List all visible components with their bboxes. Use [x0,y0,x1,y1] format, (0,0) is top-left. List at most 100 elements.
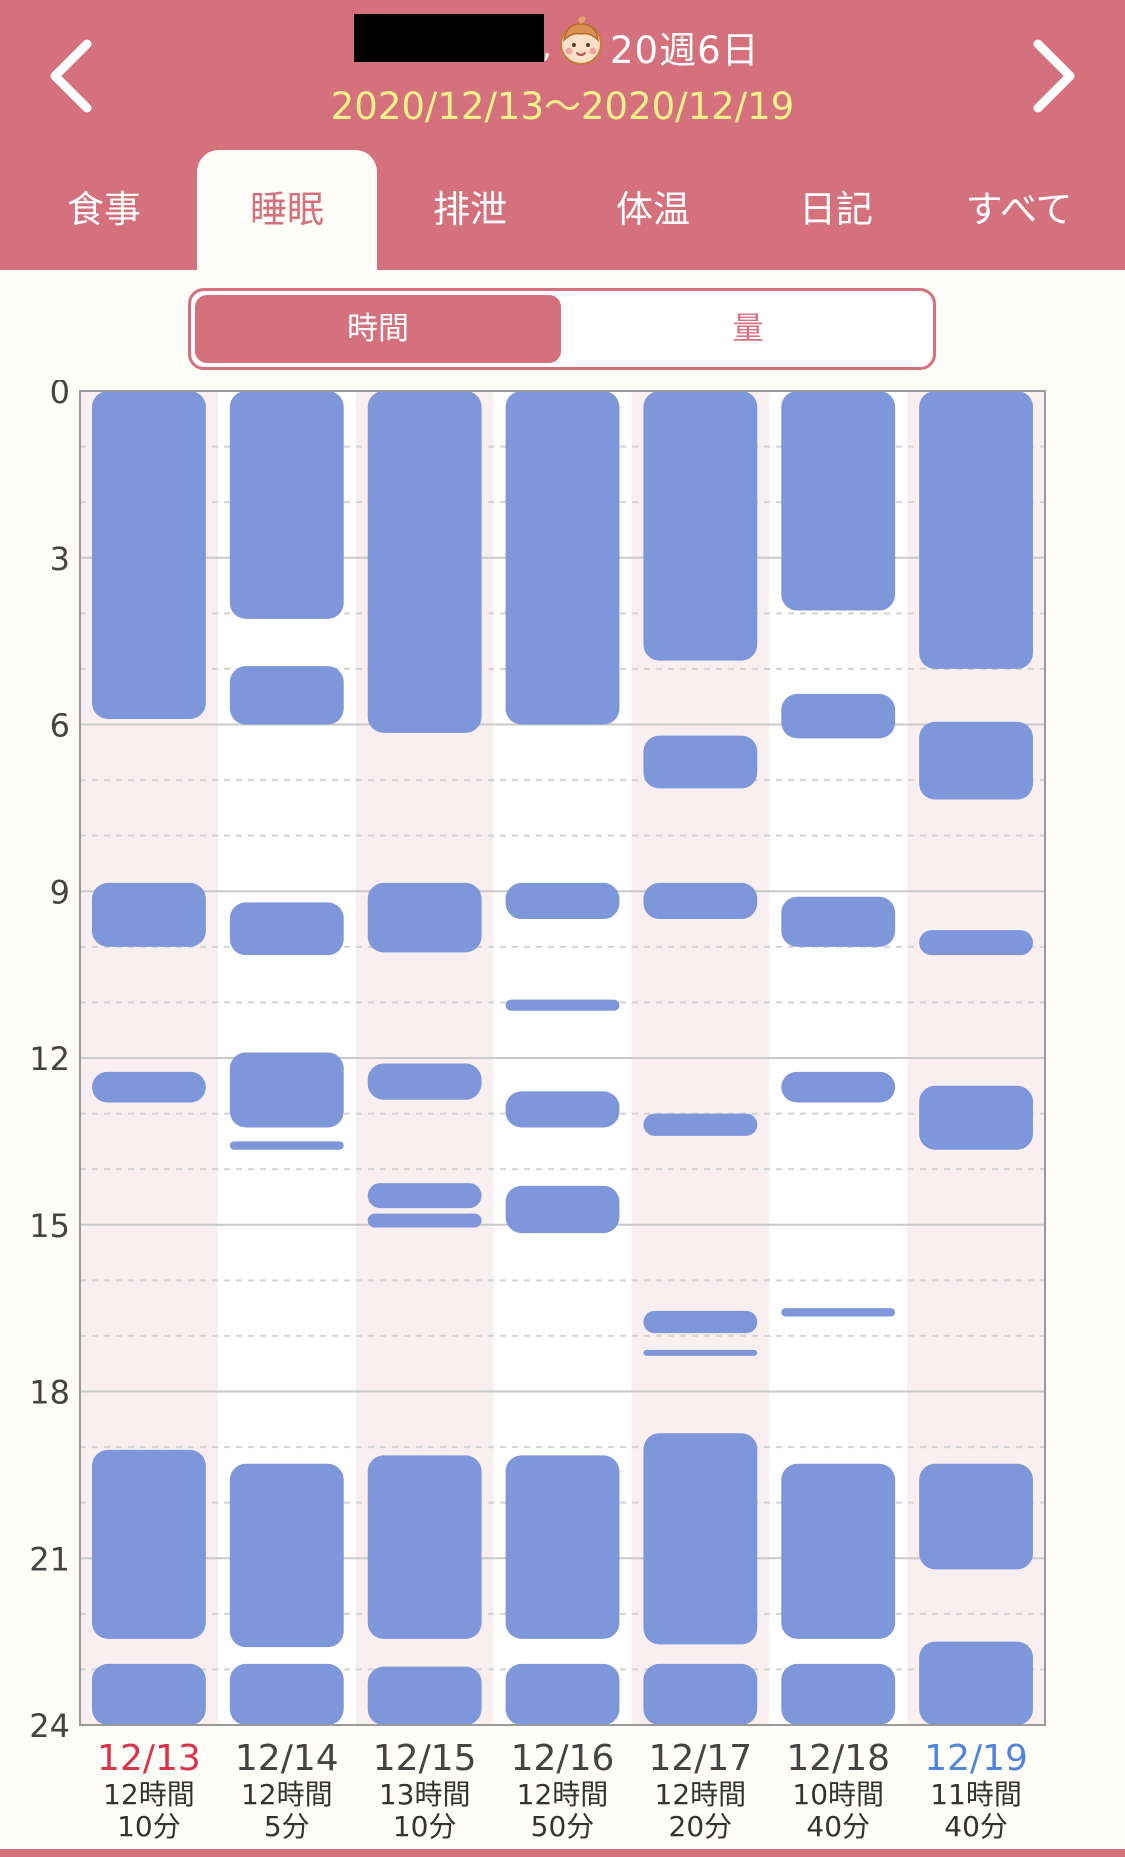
date-range: 2020/12/13〜2020/12/19 [330,85,795,128]
sleep-block [781,1663,896,1725]
redacted-name [354,14,544,62]
sleep-block [92,1449,206,1639]
y-tick-label: 21 [29,1540,70,1578]
day-total-minutes: 10分 [117,1810,181,1843]
sleep-block [229,666,344,725]
sleep-block [505,391,620,725]
tab-all[interactable]: すべて [965,188,1073,231]
sleep-block [367,1455,482,1639]
day-label: 12/15 [373,1738,477,1779]
sleep-block [643,1663,758,1725]
day-total-hours: 12時間 [103,1778,195,1811]
y-tick-label: 12 [29,1040,70,1078]
sleep-block [919,930,1033,956]
sleep-block [643,391,758,661]
day-total-hours: 11時間 [930,1778,1022,1811]
sleep-block [643,882,758,920]
day-label: 12/19 [924,1738,1028,1779]
y-tick-label: 18 [29,1374,70,1412]
toggle-amount-button[interactable]: 量 [732,311,764,347]
chevron-left-icon [50,39,92,113]
tab-excretion[interactable]: 排泄 [433,188,507,231]
tab-sleep[interactable]: 睡眠 [197,150,377,270]
sleep-block [92,882,206,947]
view-toggle: 時間 量 [188,288,936,370]
header: , 20週6日 2020/12/13〜2020/12/19 食事 睡眠 排泄 体… [0,0,1125,270]
sleep-block [367,1213,482,1228]
day-total-hours: 12時間 [655,1778,747,1811]
day-label: 12/13 [97,1738,201,1779]
sleep-block [643,1310,758,1334]
title-comma: , [542,30,552,65]
sleep-block [919,721,1033,800]
sleep-block [781,896,896,947]
sleep-block [919,1641,1033,1725]
sleep-block [643,1433,758,1645]
plot-border [79,390,1046,1726]
tab-temperature[interactable]: 体温 [616,188,690,231]
baby-age: 20週6日 [610,29,760,72]
day-label: 12/14 [235,1738,339,1779]
sleep-block [643,735,758,789]
chevron-right-icon [1033,39,1075,113]
sleep-block [229,1052,344,1128]
sleep-block [505,882,620,920]
day-total-hours: 10時間 [792,1778,884,1811]
bottom-bar [0,1849,1125,1857]
tab-meal[interactable]: 食事 [67,188,141,231]
y-tick-label: 0 [50,380,70,411]
title-row: , 20週6日 [0,14,1125,74]
sleep-block [643,1113,758,1136]
sleep-block [919,1085,1033,1150]
y-tick-label: 24 [29,1707,70,1745]
sleep-block [92,1663,206,1725]
day-total-minutes: 40分 [806,1810,870,1843]
sleep-block [229,391,344,619]
sleep-block [505,1455,620,1639]
sleep-block [781,391,896,611]
sleep-block [919,391,1033,669]
day-total-minutes: 10分 [393,1810,457,1843]
sleep-block [229,1663,344,1725]
sleep-block [367,1063,482,1100]
sleep-block [367,391,482,733]
sleep-block [505,1185,620,1234]
y-tick-label: 3 [50,540,70,578]
baby-face-icon [560,16,602,65]
sleep-block [367,882,482,953]
next-week-button[interactable] [1010,36,1090,116]
day-label: 12/17 [648,1738,752,1779]
y-tick-label: 15 [29,1207,70,1245]
sleep-block [367,1666,482,1725]
day-total-minutes: 50分 [531,1810,595,1843]
sleep-block [505,1663,620,1725]
day-total-minutes: 20分 [669,1810,733,1843]
sleep-block [229,902,344,956]
day-label: 12/16 [511,1738,615,1779]
sleep-block [505,1091,620,1128]
tab-diary[interactable]: 日記 [799,188,873,231]
sleep-block [919,1463,1033,1570]
day-total-hours: 13時間 [379,1778,471,1811]
prev-week-button[interactable] [35,36,115,116]
sleep-block [781,1308,896,1317]
sleep-block [367,1183,482,1209]
sleep-block [92,391,206,719]
sleep-block [229,1463,344,1648]
day-label: 12/18 [786,1738,890,1779]
day-total-hours: 12時間 [517,1778,609,1811]
day-total-minutes: 5分 [264,1810,310,1843]
y-tick-label: 6 [50,707,70,745]
sleep-block [92,1071,206,1103]
day-total-hours: 12時間 [241,1778,333,1811]
sleep-block [643,1349,758,1356]
sleep-block [781,693,896,739]
sleep-block [781,1071,896,1103]
sleep-block [781,1463,896,1639]
sleep-block [505,999,620,1011]
toggle-time-button[interactable]: 時間 [195,295,561,363]
sleep-chart: 0369121518212412/1312時間10分12/1412時間5分12/… [29,380,1046,1843]
sleep-block [229,1141,344,1150]
y-tick-label: 9 [50,873,70,911]
day-total-minutes: 40分 [944,1810,1008,1843]
